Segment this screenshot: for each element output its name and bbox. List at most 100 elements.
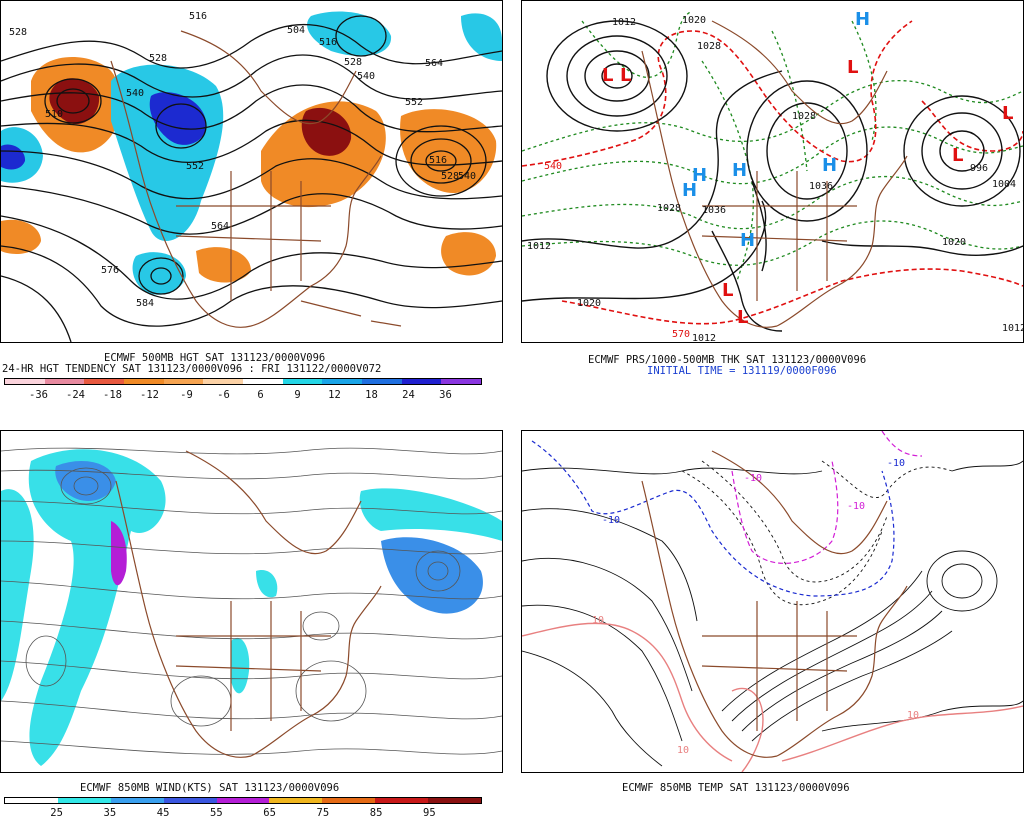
closed-low-east — [425, 150, 457, 172]
isobar-low-west — [601, 63, 633, 89]
state-lines — [701, 171, 857, 301]
temp-labels: -10 -10 -10 -10 10 10 10 — [592, 458, 919, 756]
temp-contours-black — [522, 460, 1023, 767]
legend-bar-tendency — [4, 378, 482, 385]
temp-label: -10 — [744, 473, 762, 484]
thickness-line-east — [921, 100, 1023, 152]
high-center-marker: H — [692, 165, 707, 186]
legend-swatch — [124, 379, 164, 384]
height-label: 516 — [429, 155, 447, 166]
isobar-high-central — [746, 80, 868, 222]
map-850mb-wind — [1, 447, 502, 766]
warm-anomaly-south — [441, 232, 496, 276]
legend-tick: 45 — [156, 807, 170, 819]
legend-tick: 18 — [365, 389, 378, 401]
isobar-label: 1036 — [809, 181, 833, 192]
contour-line — [1, 275, 72, 342]
legend-tick: -18 — [103, 389, 122, 401]
temp-contours-dashed — [681, 460, 953, 606]
temp-contours-pink — [522, 622, 1023, 772]
temp-plus-10-line — [522, 622, 733, 762]
temp-plus-10-line — [731, 687, 764, 772]
thickness-line — [851, 20, 877, 142]
legend-tick: 35 — [103, 807, 117, 819]
legend-tick: 12 — [328, 389, 341, 401]
legend-swatch — [362, 379, 402, 384]
contour-line — [1, 119, 502, 166]
streamline-vortex — [170, 675, 232, 727]
temp-contour — [741, 610, 943, 732]
state-lines — [175, 601, 331, 731]
temp-label: -10 — [602, 515, 620, 526]
coastline — [776, 155, 908, 327]
legend-swatch — [203, 379, 244, 384]
streamline — [1, 620, 502, 640]
coastline — [711, 450, 888, 555]
temp-label: -10 — [887, 458, 905, 469]
coastlines — [641, 20, 908, 328]
legend-swatch — [441, 379, 482, 384]
legend-swatch — [57, 798, 111, 803]
caption-500mb-title: ECMWF 500MB HGT SAT 131123/0000V096 — [104, 352, 326, 364]
streamline — [1, 540, 502, 555]
isobar-low-east — [939, 130, 985, 172]
legend-swatch — [282, 379, 323, 384]
legend-tick: 55 — [210, 807, 223, 819]
temp-contour — [522, 508, 698, 622]
contour-line — [1, 54, 502, 100]
closed-low-west — [44, 78, 102, 124]
legend-tick: 24 — [402, 389, 415, 401]
coastlines — [110, 30, 402, 328]
contour-line — [1, 245, 502, 327]
map-pressure-thickness: L L L L L L L H H H H H H 1012 1020 1028… — [522, 9, 1023, 342]
isobar-label: 1028 — [657, 203, 681, 214]
state-lines — [175, 171, 331, 301]
streamline — [1, 500, 502, 515]
temp-minus-20-line — [731, 460, 839, 564]
wind-swath-atlantic — [381, 537, 483, 614]
low-center-marker: L — [620, 65, 631, 86]
legend-swatch — [163, 379, 204, 384]
isobar-line — [522, 70, 783, 249]
coastline — [180, 30, 357, 125]
temp-label: 10 — [592, 615, 604, 626]
temp-label: 10 — [907, 710, 919, 721]
thickness-label: 540 — [544, 161, 562, 172]
legend-ticks-wind: 25 35 45 55 65 75 85 95 — [30, 807, 456, 819]
temp-contours-magenta — [731, 431, 923, 564]
legend-tick: -24 — [66, 389, 85, 401]
wind-swath-atlantic-outer — [359, 488, 502, 541]
legend-swatch — [110, 798, 164, 803]
closed-low-east — [410, 138, 472, 184]
warm-core-atlantic — [301, 107, 352, 156]
thickness-line — [581, 10, 693, 78]
coastline — [250, 155, 382, 327]
temp-contour — [522, 467, 823, 475]
legend-tick: 65 — [263, 807, 276, 819]
low-center-marker: L — [847, 57, 858, 78]
caption-initial-time: INITIAL TIME = 131119/0000F096 — [647, 365, 837, 377]
streamline-vortex — [302, 611, 340, 641]
height-label: 528 — [149, 53, 167, 64]
coastline — [300, 300, 402, 327]
isobars — [522, 20, 1023, 332]
streamline — [1, 580, 502, 600]
temp-contour — [751, 630, 953, 742]
streamline — [1, 447, 502, 455]
height-label: 528 — [344, 57, 362, 68]
closed-low-north — [335, 15, 387, 57]
tendency-shading — [1, 11, 502, 295]
legend-tick: 75 — [316, 807, 330, 819]
height-label: 504 — [287, 25, 305, 36]
warm-anomaly-sw — [1, 219, 41, 254]
wind-jet-purple — [111, 521, 127, 586]
height-label: 516 — [319, 37, 337, 48]
wind-swath-mid — [256, 570, 278, 598]
closed-high-sw — [150, 267, 172, 285]
coastlines — [641, 450, 908, 758]
isobar-label: 1028 — [792, 111, 816, 122]
thickness-label: 570 — [672, 329, 690, 340]
height-label: 540 — [458, 171, 476, 182]
legend-swatch — [401, 379, 442, 384]
legend-tick: 6 — [257, 389, 264, 401]
